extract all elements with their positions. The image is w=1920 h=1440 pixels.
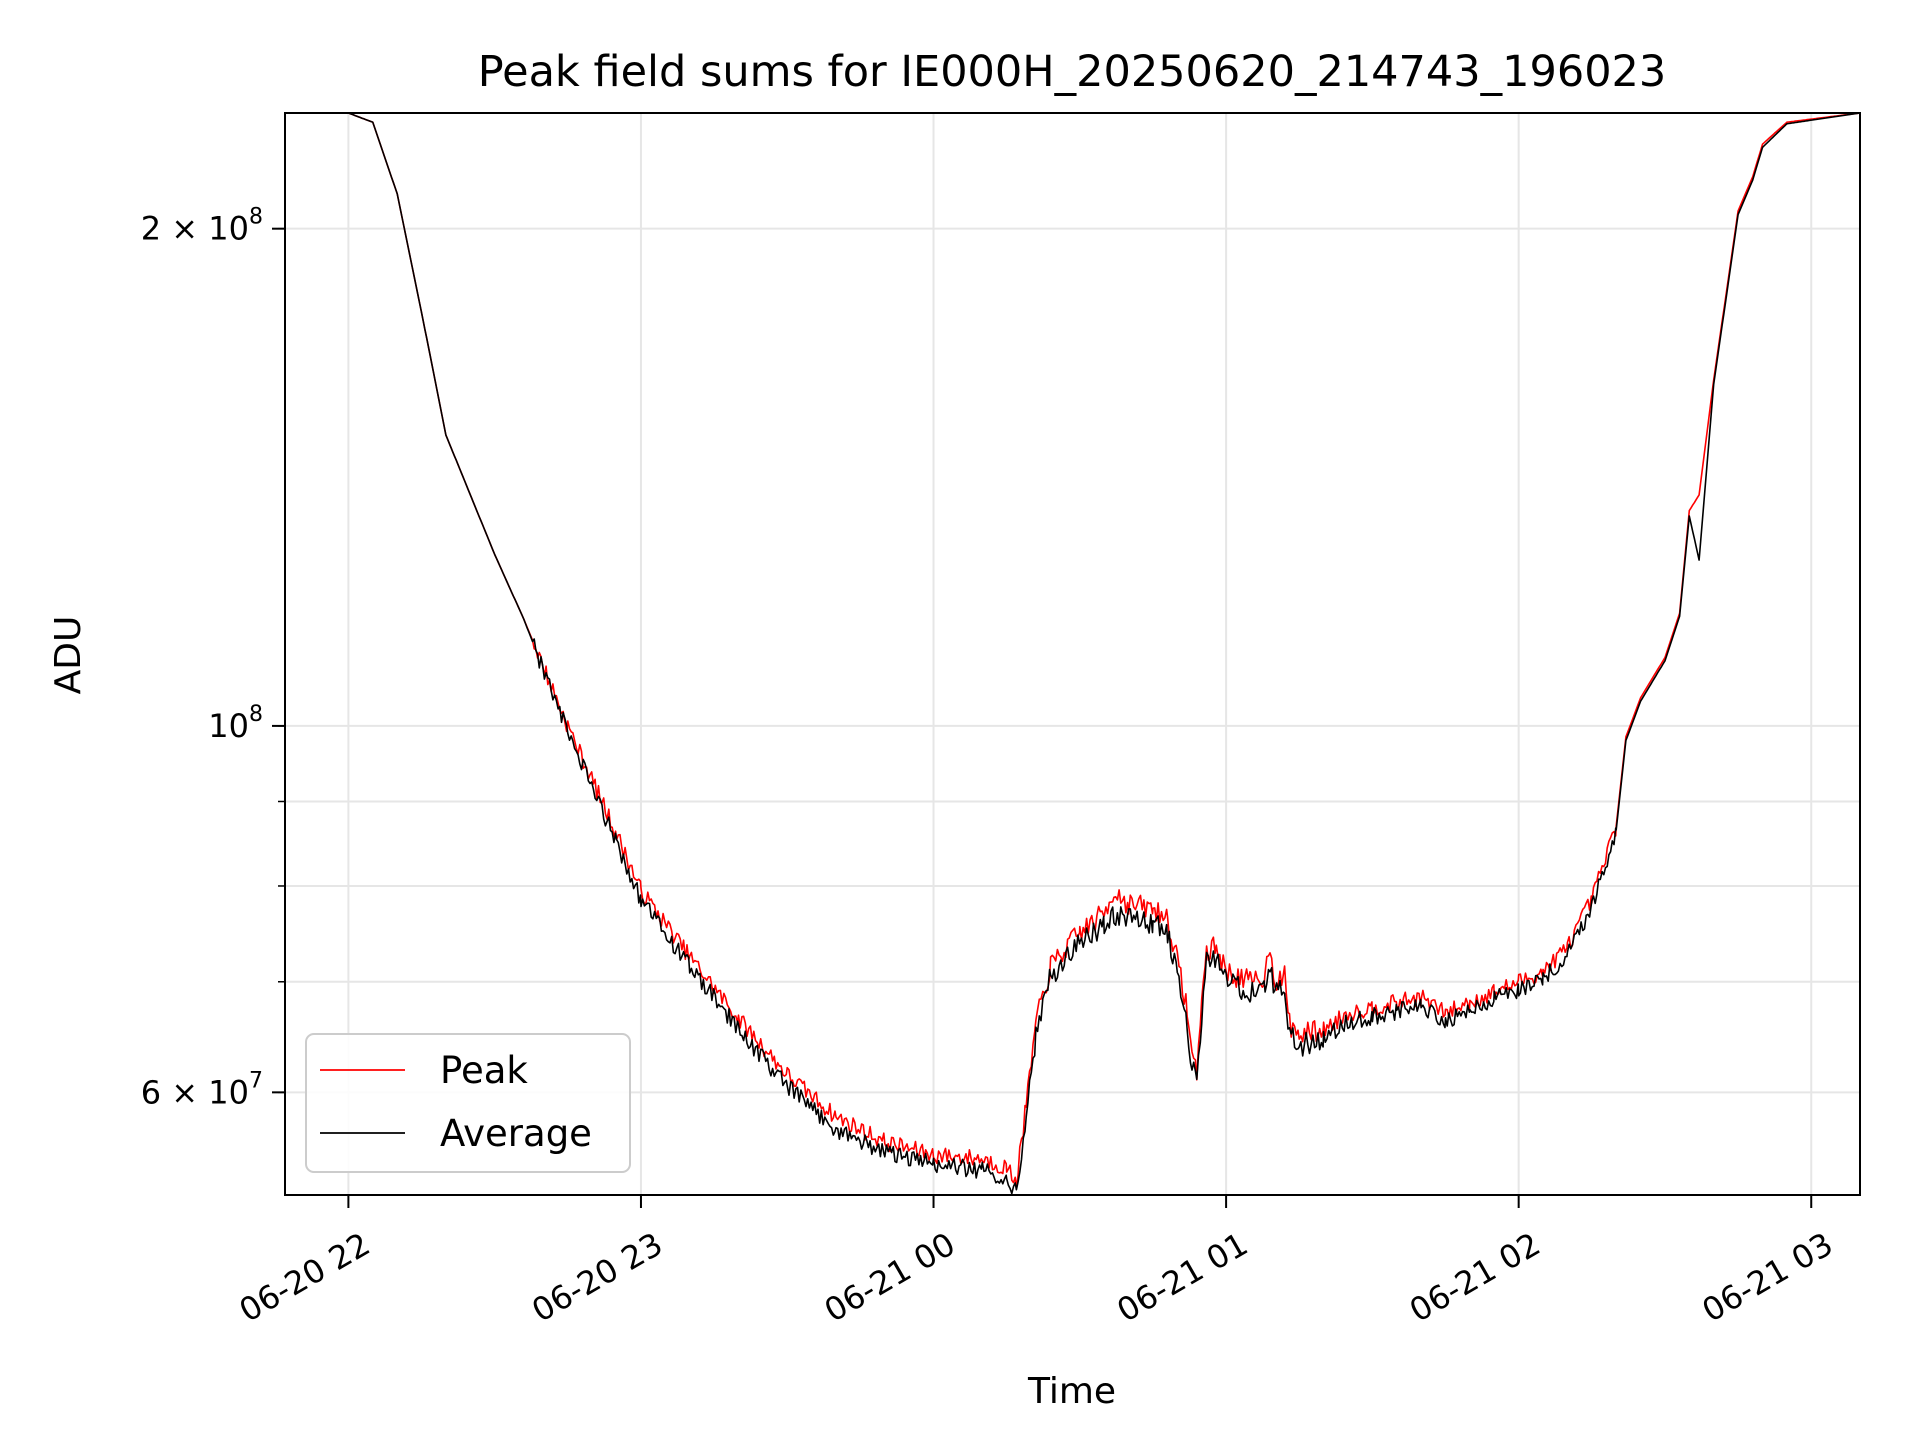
series-lines <box>285 112 1861 1195</box>
plot-frame <box>284 112 1861 1196</box>
series-line-peak <box>285 112 1861 1189</box>
grid-lines <box>285 113 1860 1195</box>
legend-label-average: Average <box>440 1112 592 1155</box>
y-tick-label: 6 × 107 <box>141 1068 263 1111</box>
legend-label-peak: Peak <box>440 1049 528 1092</box>
x-axis-label: Time <box>1027 1371 1116 1412</box>
y-tick-label: 2 × 108 <box>141 205 263 248</box>
legend: Peak Average <box>305 1033 631 1173</box>
y-axis-label: ADU <box>48 616 89 695</box>
legend-box <box>305 1033 631 1173</box>
chart-title: Peak field sums for IE000H_20250620_2147… <box>478 47 1667 97</box>
series-line-average <box>285 112 1861 1195</box>
y-tick-label: 108 <box>208 702 263 745</box>
